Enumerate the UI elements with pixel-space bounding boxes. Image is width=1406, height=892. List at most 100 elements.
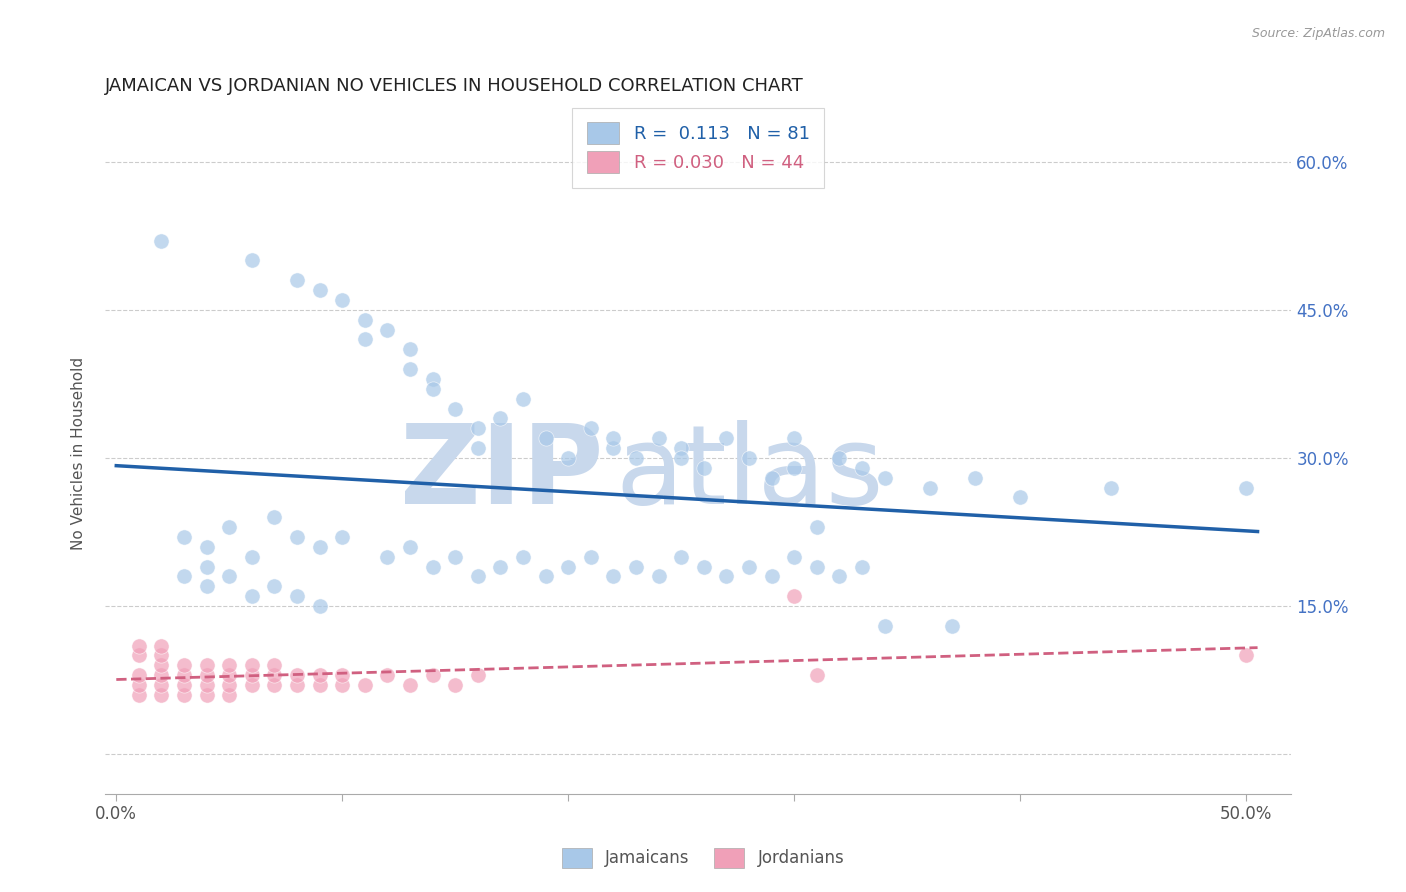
Point — [828, 569, 851, 583]
Point — [195, 559, 218, 574]
Point — [873, 619, 896, 633]
Point — [240, 658, 263, 673]
Point — [579, 549, 602, 564]
Point — [218, 520, 240, 534]
Point — [173, 530, 195, 544]
Point — [173, 569, 195, 583]
Point — [330, 530, 353, 544]
Point — [444, 549, 467, 564]
Point — [150, 648, 173, 663]
Point — [128, 639, 150, 653]
Point — [783, 460, 806, 475]
Point — [128, 688, 150, 702]
Point — [240, 589, 263, 603]
Point — [422, 372, 444, 386]
Point — [512, 549, 534, 564]
Point — [195, 658, 218, 673]
Point — [263, 658, 285, 673]
Point — [218, 678, 240, 692]
Point — [354, 678, 377, 692]
Point — [965, 470, 987, 484]
Point — [716, 431, 738, 445]
Point — [806, 520, 828, 534]
Point — [240, 668, 263, 682]
Point — [218, 668, 240, 682]
Point — [285, 530, 308, 544]
Point — [602, 441, 624, 455]
Point — [150, 688, 173, 702]
Point — [647, 431, 669, 445]
Point — [647, 569, 669, 583]
Point — [150, 678, 173, 692]
Point — [1234, 481, 1257, 495]
Point — [128, 678, 150, 692]
Point — [354, 312, 377, 326]
Point — [195, 579, 218, 593]
Point — [285, 668, 308, 682]
Point — [693, 460, 716, 475]
Point — [783, 549, 806, 564]
Point — [783, 589, 806, 603]
Point — [263, 579, 285, 593]
Point — [308, 678, 330, 692]
Point — [1234, 648, 1257, 663]
Point — [330, 293, 353, 307]
Point — [1099, 481, 1122, 495]
Point — [150, 639, 173, 653]
Point — [467, 569, 489, 583]
Point — [308, 668, 330, 682]
Text: JAMAICAN VS JORDANIAN NO VEHICLES IN HOUSEHOLD CORRELATION CHART: JAMAICAN VS JORDANIAN NO VEHICLES IN HOU… — [105, 78, 804, 95]
Point — [263, 668, 285, 682]
Point — [173, 668, 195, 682]
Point — [806, 559, 828, 574]
Point — [422, 559, 444, 574]
Point — [761, 470, 783, 484]
Point — [671, 450, 693, 465]
Text: atlas: atlas — [616, 420, 884, 527]
Point — [444, 401, 467, 416]
Point — [377, 322, 399, 336]
Point — [308, 599, 330, 613]
Point — [377, 668, 399, 682]
Point — [354, 333, 377, 347]
Point — [308, 540, 330, 554]
Point — [422, 382, 444, 396]
Point — [579, 421, 602, 435]
Point — [534, 431, 557, 445]
Point — [195, 540, 218, 554]
Point — [873, 470, 896, 484]
Point — [128, 668, 150, 682]
Point — [330, 668, 353, 682]
Point — [150, 234, 173, 248]
Point — [399, 362, 422, 376]
Text: Source: ZipAtlas.com: Source: ZipAtlas.com — [1251, 27, 1385, 40]
Point — [399, 343, 422, 357]
Point — [399, 678, 422, 692]
Point — [512, 392, 534, 406]
Point — [263, 510, 285, 524]
Point — [240, 549, 263, 564]
Point — [128, 648, 150, 663]
Point — [783, 431, 806, 445]
Point — [467, 441, 489, 455]
Point — [195, 678, 218, 692]
Point — [624, 450, 647, 465]
Point — [330, 678, 353, 692]
Point — [422, 668, 444, 682]
Point — [557, 450, 579, 465]
Point — [240, 678, 263, 692]
Point — [308, 283, 330, 297]
Point — [444, 678, 467, 692]
Point — [218, 569, 240, 583]
Point — [467, 668, 489, 682]
Point — [671, 549, 693, 564]
Point — [285, 678, 308, 692]
Point — [602, 569, 624, 583]
Point — [806, 668, 828, 682]
Point — [738, 450, 761, 465]
Point — [761, 569, 783, 583]
Text: ZIP: ZIP — [399, 420, 603, 527]
Point — [1010, 491, 1032, 505]
Point — [851, 559, 873, 574]
Y-axis label: No Vehicles in Household: No Vehicles in Household — [72, 357, 86, 549]
